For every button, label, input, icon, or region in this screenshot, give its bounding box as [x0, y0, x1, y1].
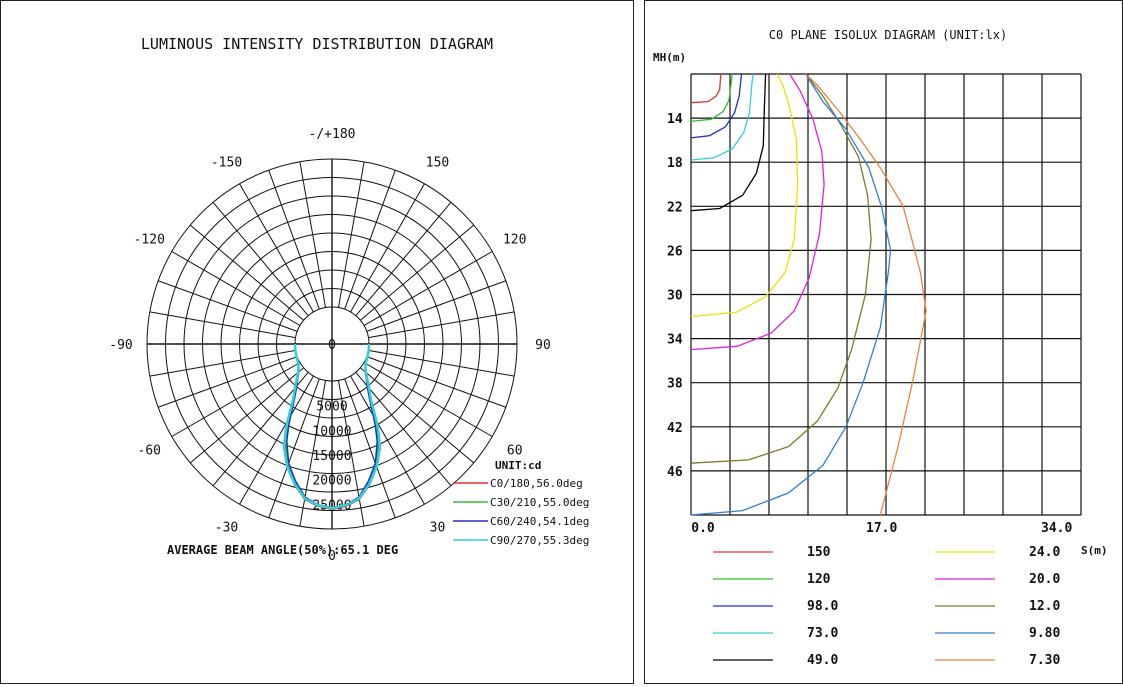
isolux-legend-label: 12.0	[1029, 599, 1060, 614]
isolux-chart-title: C0 PLANE ISOLUX DIAGRAM (UNIT:lx)	[769, 28, 1007, 42]
polar-grid-spoke	[171, 362, 301, 437]
isolux-series-line	[690, 73, 892, 516]
x-axis-label: S(m)	[1081, 544, 1108, 557]
polar-grid-spoke	[189, 224, 304, 321]
y-tick-label: 18	[667, 156, 683, 171]
isolux-legend-label: 150	[807, 545, 831, 560]
polar-angle-label: -120	[134, 233, 165, 248]
polar-grid-spoke	[149, 311, 296, 339]
polar-grid-spoke	[363, 251, 493, 326]
polar-angle-label: 150	[426, 155, 449, 170]
isolux-series-line	[690, 73, 743, 139]
polar-grid-spoke	[350, 375, 425, 505]
y-tick-label: 42	[667, 421, 683, 436]
y-tick-label: 34	[667, 333, 683, 348]
polar-grid-spoke	[157, 280, 298, 332]
polar-legend-label: C60/240,54.1deg	[490, 515, 589, 528]
isolux-chart: C0 PLANE ISOLUX DIAGRAM (UNIT:lx) MH(m) 14…	[653, 28, 1108, 668]
polar-series-curve	[282, 343, 382, 510]
polar-angle-label: 90	[535, 338, 551, 353]
polar-angle-label: -90	[109, 338, 132, 353]
polar-grid-spoke	[299, 380, 327, 527]
isolux-legend-label: 120	[807, 572, 831, 587]
polar-grid-spoke	[268, 169, 320, 310]
polar-angle-label: 0	[328, 549, 336, 564]
polar-grid-spoke	[239, 375, 314, 505]
isolux-legend-label: 20.0	[1029, 572, 1060, 587]
polar-angle-label: 120	[503, 233, 526, 248]
polar-angle-label: -/+180	[309, 127, 356, 142]
isolux-series-line	[690, 73, 799, 318]
polar-radial-label: 5000	[316, 400, 347, 415]
polar-legend-label: C30/210,55.0deg	[490, 496, 589, 509]
polar-chart-panel: LUMINOUS INTENSITY DISTRIBUTION DIAGRAM -…	[0, 0, 634, 684]
polar-radial-label: 0	[328, 338, 336, 353]
x-tick-label: 0.0	[691, 521, 715, 536]
polar-grid-spoke	[171, 251, 301, 326]
polar-grid-spoke	[149, 349, 296, 377]
y-axis-label: MH(m)	[653, 51, 686, 64]
polar-grid-spoke	[355, 201, 452, 316]
isolux-series-line	[690, 73, 767, 212]
polar-grid-spoke	[212, 201, 309, 316]
isolux-series-line	[690, 73, 754, 161]
isolux-legend-label: 98.0	[807, 599, 838, 614]
polar-grid-spoke	[268, 378, 320, 519]
polar-grid-spoke	[157, 356, 298, 408]
isolux-legend-label: 49.0	[807, 653, 838, 668]
polar-grid-spoke	[337, 161, 365, 308]
isolux-series-line	[690, 73, 722, 104]
y-tick-label: 46	[667, 465, 683, 480]
y-tick-label: 22	[667, 200, 683, 215]
polar-grid-spoke	[368, 349, 515, 377]
polar-grid-spoke	[366, 280, 507, 332]
y-tick-label: 26	[667, 244, 683, 259]
isolux-legend-label: 7.30	[1029, 653, 1060, 668]
polar-chart: LUMINOUS INTENSITY DISTRIBUTION DIAGRAM -…	[109, 35, 589, 564]
polar-angle-label: -30	[215, 521, 238, 536]
y-tick-label: 30	[667, 289, 683, 304]
polar-radial-label: 25000	[312, 498, 351, 513]
polar-grid-spoke	[360, 224, 475, 321]
y-tick-label: 14	[667, 112, 683, 127]
isolux-series-line	[690, 73, 872, 464]
polar-grid-spoke	[344, 169, 396, 310]
polar-radial-label: 20000	[312, 474, 351, 489]
polar-legend-label: C90/270,55.3deg	[490, 534, 589, 547]
polar-grid-spoke	[350, 183, 425, 313]
polar-grid-spoke	[212, 372, 309, 487]
polar-grid-spoke	[337, 380, 365, 527]
isolux-series-line	[805, 73, 927, 516]
y-tick-label: 38	[667, 377, 683, 392]
polar-radial-label: 15000	[312, 449, 351, 464]
polar-angle-label: -150	[211, 155, 242, 170]
polar-grid-spoke	[189, 367, 304, 464]
polar-angle-label: 60	[507, 444, 523, 459]
beam-angle-annotation: AVERAGE BEAM ANGLE(50%):65.1 DEG	[167, 543, 398, 557]
polar-legend-label: C0/180,56.0deg	[490, 477, 583, 490]
polar-angle-label: -60	[138, 444, 161, 459]
polar-grid-spoke	[368, 311, 515, 339]
polar-chart-title: LUMINOUS INTENSITY DISTRIBUTION DIAGRAM	[141, 35, 493, 53]
polar-grid-spoke	[344, 378, 396, 519]
isolux-legend-label: 73.0	[807, 626, 838, 641]
isolux-legend-label: 24.0	[1029, 545, 1060, 560]
isolux-series-line	[690, 73, 825, 351]
polar-grid-spoke	[366, 356, 507, 408]
polar-radial-label: 10000	[312, 424, 351, 439]
polar-unit-label: UNIT:cd	[495, 459, 541, 472]
x-tick-label: 17.0	[866, 521, 897, 536]
polar-grid-spoke	[363, 362, 493, 437]
isolux-chart-panel: C0 PLANE ISOLUX DIAGRAM (UNIT:lx) MH(m) 14…	[644, 0, 1123, 684]
polar-grid-spoke	[239, 183, 314, 313]
isolux-legend-label: 9.80	[1029, 626, 1060, 641]
polar-grid-spoke	[299, 161, 327, 308]
polar-angle-label: 30	[430, 521, 446, 536]
polar-grid-spoke	[355, 372, 452, 487]
polar-grid-spoke	[360, 367, 475, 464]
x-tick-label: 34.0	[1041, 521, 1072, 536]
isolux-series-line	[690, 73, 733, 123]
